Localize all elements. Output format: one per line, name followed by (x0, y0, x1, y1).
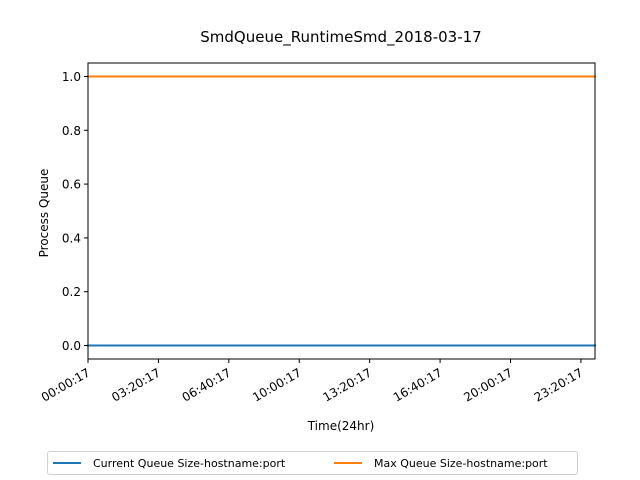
legend-label-current-queue: Current Queue Size-hostname:port (93, 456, 286, 470)
x-tick-label: 20:00:17 (461, 365, 515, 404)
legend-swatch-max-queue (334, 462, 362, 464)
legend: Current Queue Size-hostname:port Max Que… (47, 451, 578, 475)
x-tick-label: 00:00:17 (39, 365, 93, 404)
y-tick-label: 1.0 (62, 70, 81, 84)
legend-item-current-queue: Current Queue Size-hostname:port (53, 452, 285, 474)
x-tick-label: 13:20:17 (320, 365, 374, 404)
x-tick-label: 06:40:17 (180, 365, 234, 404)
legend-item-max-queue: Max Queue Size-hostname:port (334, 452, 548, 474)
x-tick-label: 23:20:17 (532, 365, 586, 404)
x-axis: 00:00:17 03:20:17 06:40:17 10:00:17 13:20:17… (39, 359, 586, 405)
x-tick-label: 03:20:17 (109, 365, 163, 404)
plot-area (87, 62, 596, 360)
x-axis-label: Time(24hr) (307, 419, 375, 433)
y-tick-label: 0.4 (62, 231, 81, 245)
y-tick-label: 0.2 (62, 285, 81, 299)
plot-frame (87, 62, 596, 360)
x-tick-label: 16:40:17 (391, 365, 445, 404)
y-tick-label: 0.6 (62, 178, 81, 192)
y-tick-label: 0.8 (62, 124, 81, 138)
chart-title: SmdQueue_RuntimeSmd_2018-03-17 (200, 28, 481, 47)
y-tick-label: 0.0 (62, 339, 81, 353)
y-axis-label: Process Queue (37, 169, 51, 258)
x-tick-label: 10:00:17 (250, 365, 304, 404)
legend-label-max-queue: Max Queue Size-hostname:port (374, 456, 548, 470)
y-axis: 0.0 0.2 0.4 0.6 0.8 1.0 (62, 70, 88, 353)
legend-swatch-current-queue (53, 462, 81, 464)
